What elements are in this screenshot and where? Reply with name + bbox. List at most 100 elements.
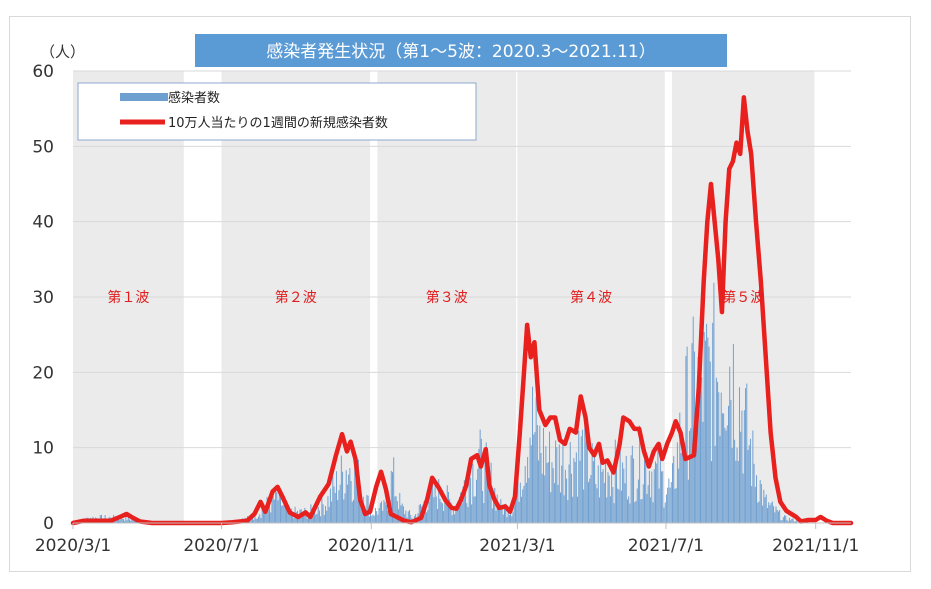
bar [430,488,432,523]
bar [616,463,617,523]
bar [282,505,284,523]
bar [721,413,723,523]
bar [584,410,586,523]
bar [335,471,337,523]
bar-series [77,282,804,523]
bar [505,503,507,523]
bar [122,519,124,523]
bar [560,492,561,523]
x-tick-label: 2020/11/1 [328,536,415,556]
y-tick-label: 50 [32,137,54,157]
bar [652,502,654,523]
bar [550,492,552,523]
bar [277,500,279,523]
bar [371,515,373,523]
bar [390,470,392,523]
bar [675,488,677,523]
bar [346,484,348,523]
bar [698,379,700,523]
bar [556,447,558,523]
bar [395,496,397,523]
bar [514,495,516,523]
bar [682,453,684,523]
bar [281,505,283,523]
bar [254,511,256,523]
bar [301,512,303,523]
bar [350,480,352,523]
bar [609,496,611,523]
bar [267,504,269,523]
bar [356,474,358,523]
bar [534,432,536,523]
bar [333,486,335,523]
bar [368,516,370,523]
bar [482,490,484,523]
bar [480,438,482,523]
bar [651,471,653,523]
bar [260,517,262,523]
bar [253,519,255,523]
bar [754,486,756,523]
bar [479,429,481,523]
bar [614,439,616,523]
bar [563,495,565,523]
bar [779,509,781,523]
bar [787,521,789,523]
bar [676,442,678,523]
bar [379,503,381,523]
bar [381,501,383,523]
bar [630,455,632,523]
bar [793,521,795,523]
bar [332,476,334,523]
bar [717,381,719,523]
bar [136,521,138,523]
bar [549,431,551,523]
bar [703,332,705,523]
bar [555,440,557,523]
bar [628,496,630,523]
bar [427,509,429,523]
bar [407,511,409,523]
bar [536,425,538,523]
bar [757,502,759,523]
bar [499,509,501,523]
bar [686,346,688,523]
bar [497,505,499,523]
bar [383,499,385,523]
bar [603,482,605,523]
bar [382,510,384,523]
bar [642,484,644,523]
bar [708,346,710,523]
bar [323,515,325,523]
bar [667,487,669,523]
bar [741,410,743,523]
bar [345,470,347,523]
bar [418,504,420,523]
bar [685,356,687,523]
bar [581,429,583,523]
bar [271,490,273,523]
bar [429,483,431,523]
legend-bar-swatch [120,93,168,101]
bar [756,475,758,523]
bar [594,454,596,523]
bar [626,499,628,523]
bar [374,508,376,523]
bar [359,503,361,523]
bar [317,506,319,523]
bar [784,515,786,523]
bar [726,425,728,523]
bar [700,335,702,523]
bar [337,500,339,523]
bar [251,518,253,523]
bar [363,511,365,523]
bar [494,488,496,523]
bar [753,463,755,523]
bar [606,497,608,523]
bar [443,510,445,523]
bar [773,506,775,523]
bar [409,510,411,523]
bar [701,377,703,523]
bar [394,496,396,523]
bar [673,456,675,523]
